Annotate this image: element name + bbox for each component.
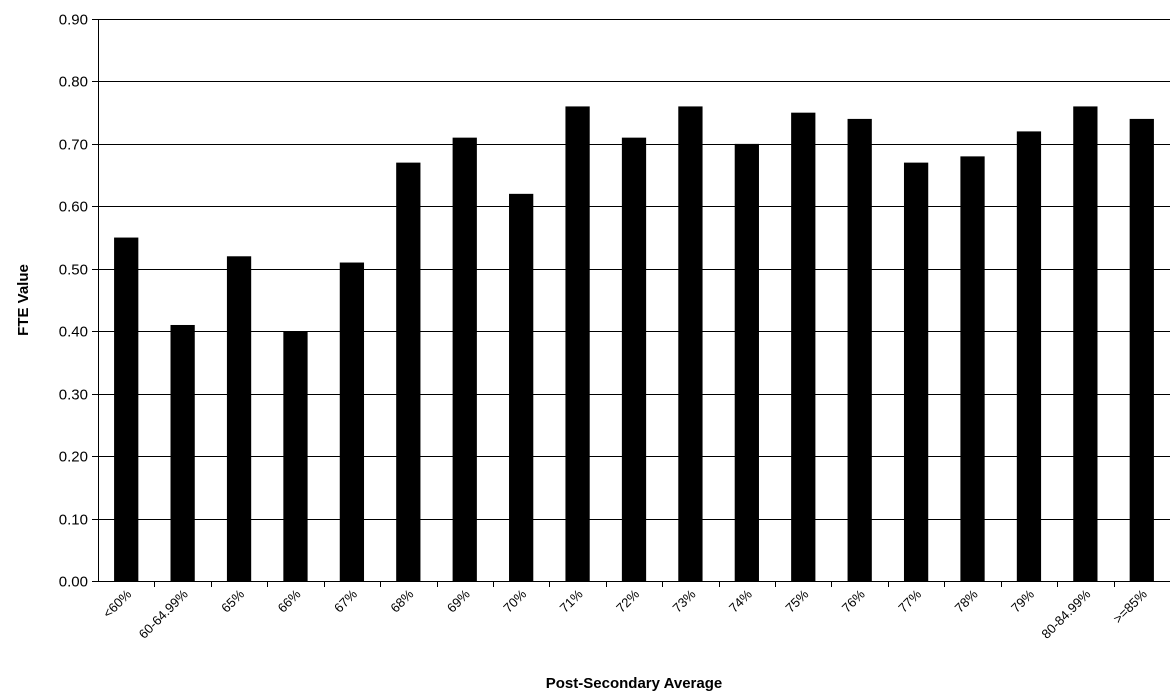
x-tick-label: 75% <box>782 586 811 615</box>
y-axis-title: FTE Value <box>15 264 32 336</box>
y-tick-label: 0.10 <box>59 512 88 529</box>
y-tick-label: 0.40 <box>59 324 88 341</box>
bar <box>903 162 929 581</box>
y-tick-label: 0.80 <box>59 74 88 91</box>
x-axis-title: Post-Secondary Average <box>546 675 722 692</box>
x-tick-label: 68% <box>387 586 416 615</box>
bar <box>170 324 195 581</box>
y-tick-label: 0.60 <box>59 199 88 216</box>
y-tick-labels: 0.00 0.10 0.20 0.30 0.40 0.50 0.60 0.70 0.80 0.90 <box>59 12 88 591</box>
bar <box>339 262 365 581</box>
x-tick-label: 65% <box>218 586 247 615</box>
bar <box>847 118 872 582</box>
x-tick-label: 67% <box>331 586 360 615</box>
bar <box>678 106 703 581</box>
bar <box>396 162 421 581</box>
axes <box>92 19 1170 587</box>
bar <box>114 237 139 582</box>
x-tick-label: <60% <box>100 586 135 621</box>
x-tick-label: 66% <box>275 586 304 615</box>
bar <box>509 193 534 581</box>
x-tick-label: 79% <box>1008 586 1037 615</box>
x-tick-label: 72% <box>613 586 642 615</box>
bars <box>114 106 1154 582</box>
bar <box>791 112 816 582</box>
y-tick-label: 0.30 <box>59 387 88 404</box>
y-tick-label: 0.00 <box>59 574 88 591</box>
bar <box>734 143 759 581</box>
bar <box>1129 118 1154 582</box>
x-tick-label: 76% <box>839 586 868 615</box>
y-tick-label: 0.20 <box>59 449 88 466</box>
y-tick-label: 0.50 <box>59 262 88 279</box>
x-tick-label: 74% <box>726 586 755 615</box>
bar <box>621 137 647 581</box>
x-tick-label: 60-64.99% <box>136 586 191 641</box>
x-tick-labels: <60% 60-64.99% 65% 66% 67% 68% 69% 70% 71% 72% 73%… <box>100 586 1150 641</box>
y-tick-label: 0.70 <box>59 137 88 154</box>
x-tick-label: 77% <box>895 586 924 615</box>
bar <box>226 256 252 581</box>
x-tick-label: 80-84.99% <box>1038 586 1093 641</box>
x-tick-label: >=85% <box>1110 586 1150 626</box>
x-tick-label: 73% <box>670 586 699 615</box>
bar <box>283 331 308 581</box>
x-tick-label: 70% <box>500 586 529 615</box>
y-tick-label: 0.90 <box>59 12 88 29</box>
bar <box>452 137 477 581</box>
bar <box>1016 131 1042 581</box>
bar <box>1073 106 1098 581</box>
bar <box>565 106 590 581</box>
x-tick-label: 78% <box>952 586 981 615</box>
x-tick-label: 69% <box>444 586 473 615</box>
x-tick-label: 71% <box>557 586 586 615</box>
bar <box>960 156 985 581</box>
